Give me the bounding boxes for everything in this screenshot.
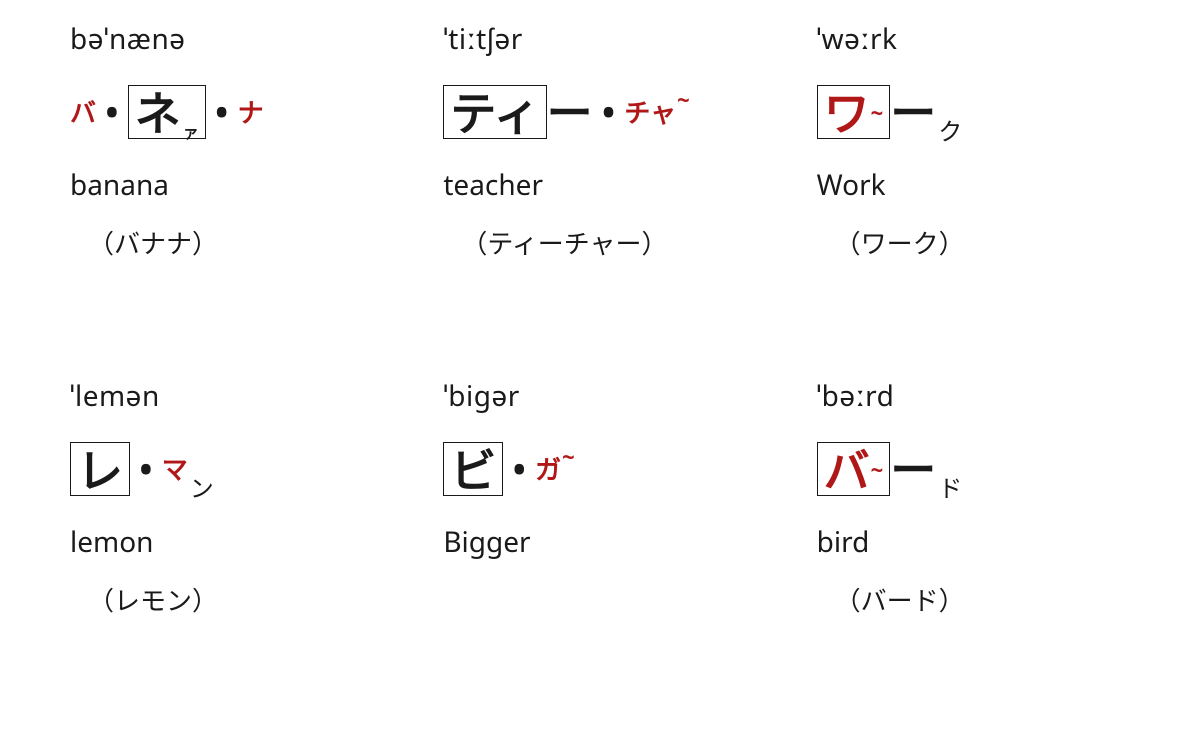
ipa-transcription: ˈwəːrk <box>817 20 1150 58</box>
english-word: Work <box>817 166 1150 204</box>
english-word: banana <box>70 166 403 204</box>
unstressed-syllable: バ <box>70 99 96 125</box>
japanese-reading: （ワーク） <box>835 224 1150 261</box>
long-vowel-dash: ー <box>547 89 593 135</box>
stress-box: レ <box>70 442 130 496</box>
syllable-separator-dot: • <box>216 97 228 127</box>
ipa-transcription: bəˈnænə <box>70 20 403 58</box>
tilde-mark: ~ <box>677 89 690 111</box>
word-card: ˈwəːrk ワ~ーク Work （ワーク） <box>817 20 1150 367</box>
kana-row: ビ • ガ~ <box>443 433 776 505</box>
kana-row: ティー • チャ~ <box>443 76 776 148</box>
stress-box: ネァ <box>128 85 206 139</box>
tilde-mark: ~ <box>562 446 575 468</box>
tilde-mark: ~ <box>871 102 884 124</box>
japanese-reading: （レモン） <box>88 581 403 618</box>
english-word: lemon <box>70 523 403 561</box>
stressed-syllable: レ <box>70 442 130 496</box>
stress-box: ビ <box>443 442 503 496</box>
tilde-mark: ~ <box>871 459 884 481</box>
kana-row: レ • マン <box>70 433 403 505</box>
kana-row: バ • ネァ • ナ <box>70 76 403 148</box>
unstressed-syllable: ナ <box>238 99 264 125</box>
japanese-reading: （ティーチャー） <box>461 224 776 261</box>
unstressed-syllable: マ <box>162 456 188 482</box>
kana-trail: ド <box>938 469 962 505</box>
english-word: bird <box>817 523 1150 561</box>
stressed-syllable: ティ <box>443 85 546 139</box>
ipa-transcription: ˈlemən <box>70 377 403 415</box>
english-word: teacher <box>443 166 776 204</box>
kana-row: ワ~ーク <box>817 76 1150 148</box>
stressed-syllable: バ~ <box>817 442 891 496</box>
japanese-reading: （バナナ） <box>88 224 403 261</box>
stress-box: バ~ <box>817 442 891 496</box>
unstressed-syllable: チャ~ <box>624 99 689 125</box>
stress-box: ティ <box>443 85 546 139</box>
long-vowel-dash: ー <box>890 446 936 492</box>
ipa-transcription: ˈtiːtʃər <box>443 20 776 58</box>
english-word: Bigger <box>443 523 776 561</box>
syllable-separator-dot: • <box>603 97 615 127</box>
stressed-syllable: ワ~ <box>817 85 891 139</box>
unstressed-syllable: ガ~ <box>535 456 575 482</box>
stressed-syllable: ネァ <box>128 85 206 139</box>
stress-box: ワ~ <box>817 85 891 139</box>
syllable-separator-dot: • <box>106 97 118 127</box>
word-card: ˈbigər ビ • ガ~ Bigger <box>443 377 776 724</box>
long-vowel-dash: ー <box>890 89 936 135</box>
pronunciation-grid: bəˈnænəバ•ネァ•ナbanana（バナナ）ˈtiːtʃərティー•チャ~t… <box>0 0 1200 734</box>
japanese-reading: （バード） <box>835 581 1150 618</box>
kana-row: バ~ード <box>817 433 1150 505</box>
ipa-transcription: ˈbəːrd <box>817 377 1150 415</box>
word-card: bəˈnænə バ • ネァ • ナ banana （バナナ） <box>70 20 403 367</box>
word-card: ˈlemən レ • マン lemon （レモン） <box>70 377 403 724</box>
word-card: ˈbəːrd バ~ード bird （バード） <box>817 377 1150 724</box>
kana-trail: ク <box>938 112 962 148</box>
syllable-separator-dot: • <box>513 454 525 484</box>
stressed-syllable: ビ <box>443 442 503 496</box>
kana-trail: ン <box>190 469 214 505</box>
kana-subscript: ァ <box>183 124 199 140</box>
word-card: ˈtiːtʃər ティー • チャ~ teacher （ティーチャー） <box>443 20 776 367</box>
ipa-transcription: ˈbigər <box>443 377 776 415</box>
syllable-separator-dot: • <box>140 454 152 484</box>
